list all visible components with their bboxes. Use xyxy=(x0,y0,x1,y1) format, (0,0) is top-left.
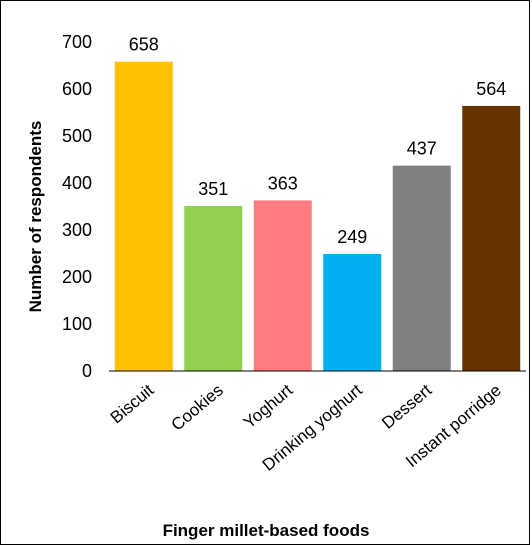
x-tick-label: Biscuit xyxy=(107,380,158,427)
x-tick-label: Yoghurt xyxy=(240,380,297,432)
x-axis-title: Finger millet-based foods xyxy=(163,521,370,540)
x-tick-label: Cookies xyxy=(168,381,227,435)
y-tick-label: 700 xyxy=(62,32,92,52)
bar xyxy=(114,61,173,372)
y-tick-label: 200 xyxy=(62,267,92,287)
x-tick-label: Dessert xyxy=(378,380,435,432)
bar xyxy=(184,206,243,371)
data-label: 437 xyxy=(407,139,437,159)
data-label: 658 xyxy=(129,35,159,55)
y-tick-label: 100 xyxy=(62,314,92,334)
y-tick-label: 500 xyxy=(62,126,92,146)
data-label: 363 xyxy=(268,173,298,193)
y-tick-label: 0 xyxy=(82,361,92,381)
y-axis-ticks: 0 100 200 300 400 500 600 700 xyxy=(62,32,92,381)
y-tick-label: 300 xyxy=(62,220,92,240)
y-axis-title: Number of respondents xyxy=(26,121,45,313)
bar xyxy=(323,253,382,371)
bar xyxy=(462,105,521,372)
data-label: 249 xyxy=(337,227,367,247)
bar xyxy=(253,200,312,371)
data-labels: 658 351 363 249 437 564 xyxy=(129,35,507,247)
data-label: 351 xyxy=(198,179,228,199)
bar xyxy=(392,165,451,371)
data-label: 564 xyxy=(476,79,506,99)
y-tick-label: 600 xyxy=(62,79,92,99)
bars xyxy=(114,61,521,372)
y-tick-label: 400 xyxy=(62,173,92,193)
